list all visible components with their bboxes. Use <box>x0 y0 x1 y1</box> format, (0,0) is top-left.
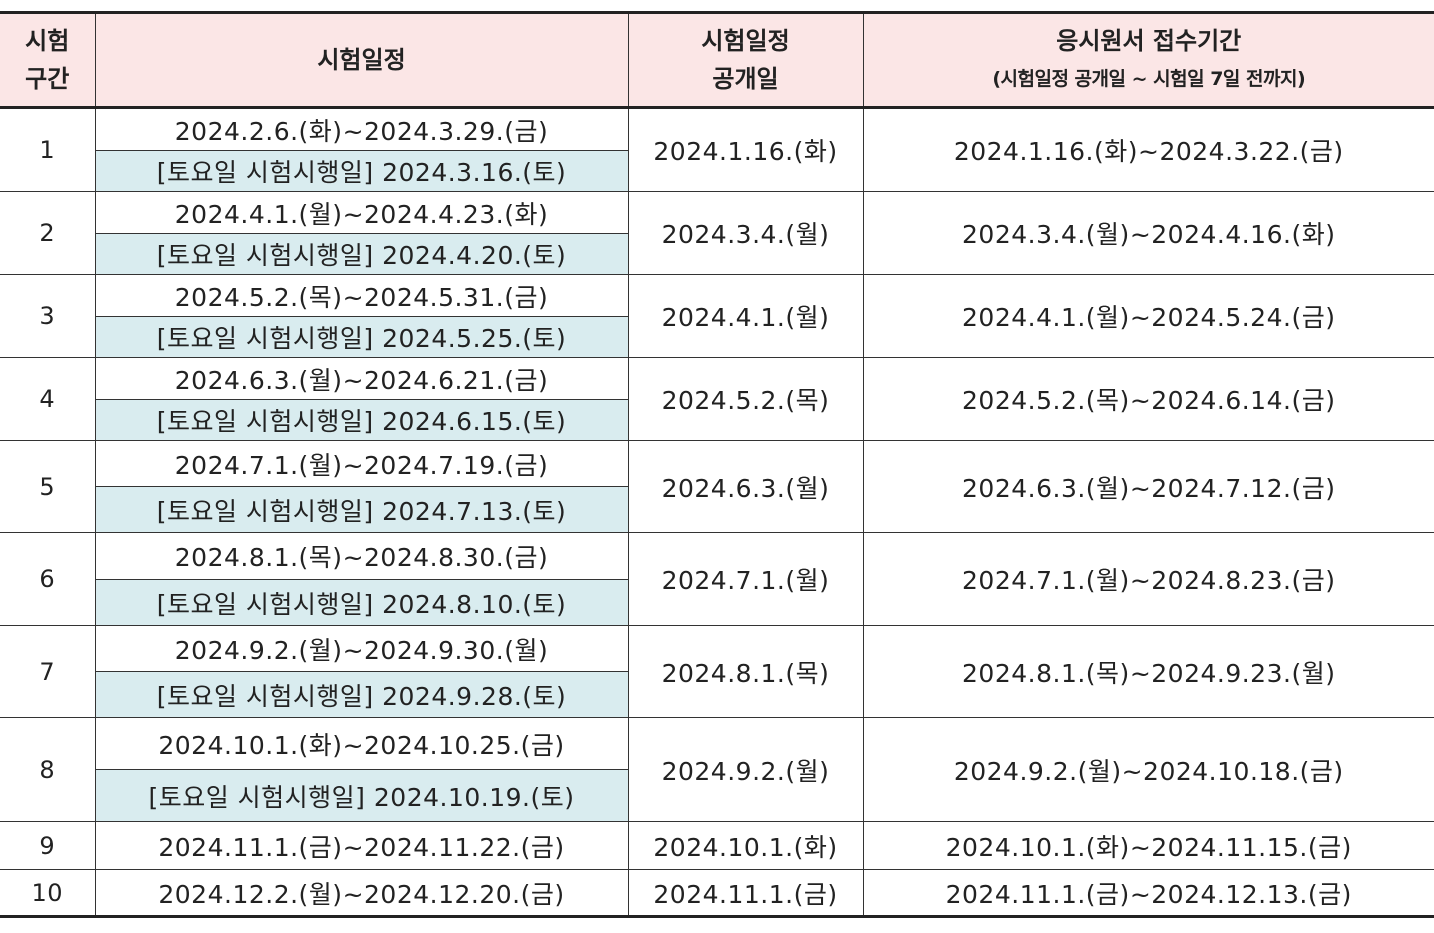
saturday-label: [토요일 시험시행일] <box>156 407 374 436</box>
saturday-date: 2024.8.10.(토) <box>382 589 567 619</box>
header-application-period: 응시원서 접수기간 (시험일정 공개일 ~ 시험일 7일 전까지) <box>862 12 1434 109</box>
header-row: 시험 구간 시험일정 시험일정 공개일 응시원서 접수기간 (시험일정 공개일 … <box>0 12 1434 109</box>
table-row: 4 2024.6.3.(월)~2024.6.21.(금) 2024.5.2.(목… <box>0 357 1434 441</box>
schedule-range: 2024.4.1.(월)~2024.4.23.(화) <box>94 191 629 234</box>
table-row-saturday: [토요일 시험시행일] 2024.9.28.(토) <box>0 671 1434 718</box>
period-number: 10 <box>0 869 96 917</box>
header-exam-period-line1: 시험 <box>25 27 70 55</box>
table-row: 3 2024.5.2.(목)~2024.5.31.(금) 2024.4.1.(월… <box>0 274 1434 358</box>
table-row-saturday: [토요일 시험시행일] 2024.3.16.(토) <box>0 150 1434 192</box>
table-row: 8 2024.10.1.(화)~2024.10.25.(금) 2024.9.2.… <box>0 717 1434 822</box>
exam-schedule-table: 시험 구간 시험일정 시험일정 공개일 응시원서 접수기간 (시험일정 공개일 … <box>0 11 1434 918</box>
saturday-exam-cell: [토요일 시험시행일] 2024.8.10.(토) <box>95 579 628 626</box>
schedule-range: 2024.9.2.(월)~2024.9.30.(월) <box>94 625 629 672</box>
schedule-range: 2024.11.1.(금)~2024.11.22.(금) <box>94 821 629 870</box>
saturday-label: [토요일 시험시행일] <box>156 681 374 711</box>
saturday-exam-cell: [토요일 시험시행일] 2024.9.28.(토) <box>95 671 628 718</box>
saturday-exam-cell: [토요일 시험시행일] 2024.6.15.(토) <box>95 399 628 441</box>
open-date: 2024.11.1.(금) <box>627 869 864 917</box>
open-date: 2024.1.16.(화) <box>627 107 864 192</box>
open-date: 2024.3.4.(월) <box>627 191 864 275</box>
schedule-range: 2024.5.2.(목)~2024.5.31.(금) <box>94 274 629 317</box>
schedule-range: 2024.6.3.(월)~2024.6.21.(금) <box>94 357 629 400</box>
open-date: 2024.9.2.(월) <box>627 717 864 822</box>
schedule-range: 2024.2.6.(화)~2024.3.29.(금) <box>94 107 629 151</box>
period-number: 1 <box>0 107 96 192</box>
header-exam-schedule: 시험일정 <box>94 12 629 109</box>
saturday-exam-cell: [토요일 시험시행일] 2024.4.20.(토) <box>95 233 628 275</box>
table-row: 10 2024.12.2.(월)~2024.12.20.(금) 2024.11.… <box>0 869 1434 917</box>
open-date: 2024.8.1.(목) <box>627 625 864 718</box>
header-exam-period: 시험 구간 <box>0 12 96 109</box>
open-date: 2024.5.2.(목) <box>627 357 864 441</box>
saturday-date: 2024.10.19.(토) <box>373 782 575 812</box>
period-number: 7 <box>0 625 96 718</box>
header-schedule-open-date: 시험일정 공개일 <box>627 12 864 109</box>
saturday-date: 2024.7.13.(토) <box>382 496 567 526</box>
table-row-saturday: [토요일 시험시행일] 2024.10.19.(토) <box>0 769 1434 822</box>
application-period: 2024.4.1.(월)~2024.5.24.(금) <box>862 274 1434 358</box>
open-date: 2024.4.1.(월) <box>627 274 864 358</box>
application-period: 2024.7.1.(월)~2024.8.23.(금) <box>862 532 1434 626</box>
table-row-saturday: [토요일 시험시행일] 2024.8.10.(토) <box>0 579 1434 626</box>
saturday-exam-cell: [토요일 시험시행일] 2024.3.16.(토) <box>95 150 628 192</box>
period-number: 8 <box>0 717 96 822</box>
table-row: 5 2024.7.1.(월)~2024.7.19.(금) 2024.6.3.(월… <box>0 440 1434 533</box>
application-period: 2024.6.3.(월)~2024.7.12.(금) <box>862 440 1434 533</box>
header-schedule-open-date-line2: 공개일 <box>712 65 779 93</box>
period-number: 6 <box>0 532 96 626</box>
header-application-period-note: (시험일정 공개일 ~ 시험일 7일 전까지) <box>992 68 1306 90</box>
table-row: 1 2024.2.6.(화)~2024.3.29.(금) 2024.1.16.(… <box>0 107 1434 192</box>
application-period: 2024.3.4.(월)~2024.4.16.(화) <box>862 191 1434 275</box>
saturday-exam-cell: [토요일 시험시행일] 2024.5.25.(토) <box>95 316 628 358</box>
application-period: 2024.10.1.(화)~2024.11.15.(금) <box>862 821 1434 870</box>
saturday-label: [토요일 시험시행일] <box>156 589 374 619</box>
table-row: 2 2024.4.1.(월)~2024.4.23.(화) 2024.3.4.(월… <box>0 191 1434 275</box>
saturday-date: 2024.6.15.(토) <box>382 407 567 436</box>
saturday-label: [토요일 시험시행일] <box>156 496 374 526</box>
schedule-range: 2024.12.2.(월)~2024.12.20.(금) <box>94 869 629 917</box>
open-date: 2024.7.1.(월) <box>627 532 864 626</box>
saturday-date: 2024.5.25.(토) <box>382 324 567 353</box>
application-period: 2024.1.16.(화)~2024.3.22.(금) <box>862 107 1434 192</box>
period-number: 2 <box>0 191 96 275</box>
saturday-date: 2024.4.20.(토) <box>382 241 567 270</box>
application-period: 2024.5.2.(목)~2024.6.14.(금) <box>862 357 1434 441</box>
period-number: 5 <box>0 440 96 533</box>
header-exam-period-line2: 구간 <box>25 65 70 93</box>
header-exam-schedule-label: 시험일정 <box>317 46 406 74</box>
schedule-range: 2024.8.1.(목)~2024.8.30.(금) <box>94 532 629 580</box>
table-row-saturday: [토요일 시험시행일] 2024.6.15.(토) <box>0 399 1434 441</box>
saturday-label: [토요일 시험시행일] <box>156 158 374 187</box>
period-number: 4 <box>0 357 96 441</box>
saturday-label: [토요일 시험시행일] <box>156 324 374 353</box>
table-row: 7 2024.9.2.(월)~2024.9.30.(월) 2024.8.1.(목… <box>0 625 1434 718</box>
table-row-saturday: [토요일 시험시행일] 2024.4.20.(토) <box>0 233 1434 275</box>
table-row: 9 2024.11.1.(금)~2024.11.22.(금) 2024.10.1… <box>0 821 1434 870</box>
application-period: 2024.11.1.(금)~2024.12.13.(금) <box>862 869 1434 917</box>
saturday-label: [토요일 시험시행일] <box>148 782 366 812</box>
header-application-period-line1: 응시원서 접수기간 <box>1056 27 1242 55</box>
period-number: 9 <box>0 821 96 870</box>
open-date: 2024.6.3.(월) <box>627 440 864 533</box>
saturday-exam-cell: [토요일 시험시행일] 2024.7.13.(토) <box>95 486 628 533</box>
period-number: 3 <box>0 274 96 358</box>
application-period: 2024.8.1.(목)~2024.9.23.(월) <box>862 625 1434 718</box>
schedule-range: 2024.10.1.(화)~2024.10.25.(금) <box>94 717 629 770</box>
saturday-date: 2024.3.16.(토) <box>382 158 567 187</box>
application-period: 2024.9.2.(월)~2024.10.18.(금) <box>862 717 1434 822</box>
saturday-exam-cell: [토요일 시험시행일] 2024.10.19.(토) <box>95 769 628 822</box>
schedule-range: 2024.7.1.(월)~2024.7.19.(금) <box>94 440 629 487</box>
header-schedule-open-date-line1: 시험일정 <box>701 27 790 55</box>
open-date: 2024.10.1.(화) <box>627 821 864 870</box>
table-row-saturday: [토요일 시험시행일] 2024.7.13.(토) <box>0 486 1434 533</box>
saturday-label: [토요일 시험시행일] <box>156 241 374 270</box>
table-row: 6 2024.8.1.(목)~2024.8.30.(금) 2024.7.1.(월… <box>0 532 1434 626</box>
saturday-date: 2024.9.28.(토) <box>382 681 567 711</box>
